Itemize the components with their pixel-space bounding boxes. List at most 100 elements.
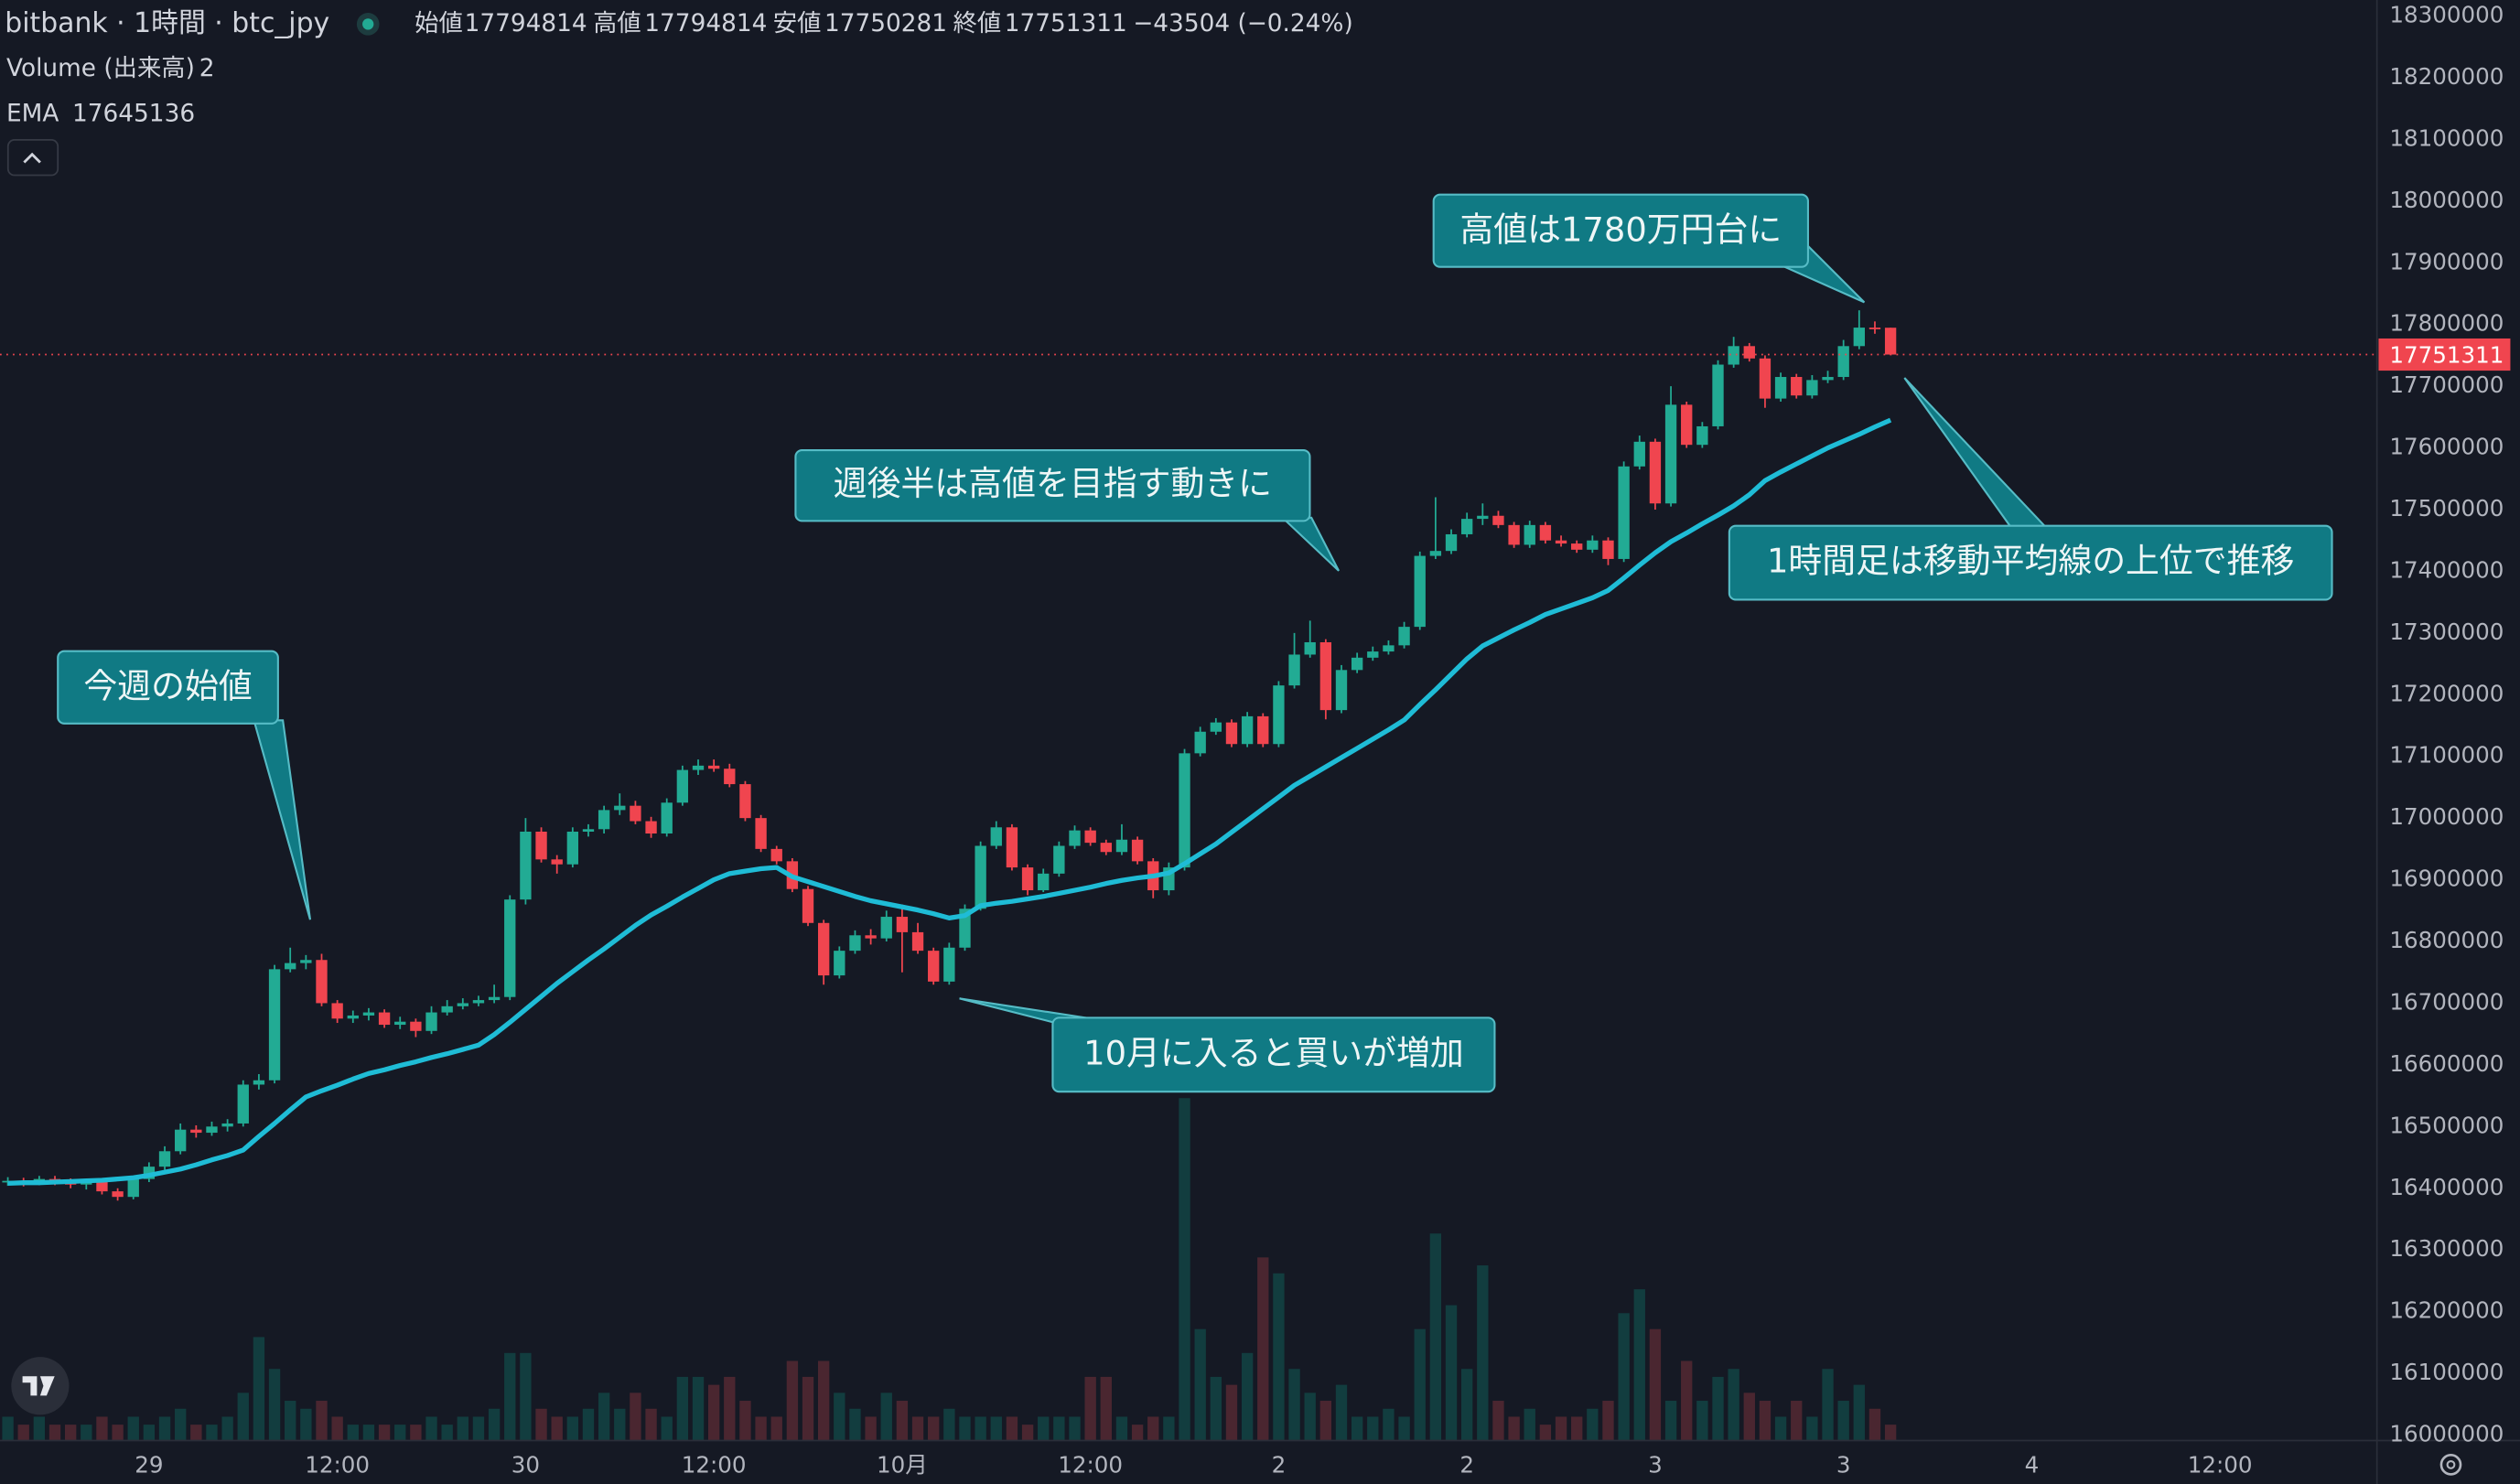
volume-bar bbox=[394, 1425, 406, 1441]
volume-bar bbox=[378, 1425, 391, 1441]
volume-value: 2 bbox=[199, 55, 215, 82]
volume-bar bbox=[834, 1393, 845, 1441]
candle-body bbox=[1508, 524, 1520, 545]
candle-body bbox=[457, 1003, 468, 1006]
settings-icon[interactable] bbox=[2439, 1454, 2462, 1476]
x-tick-label: 4 bbox=[2025, 1452, 2040, 1479]
close-label: 終値 bbox=[953, 10, 1002, 38]
callout-box bbox=[1432, 193, 1809, 268]
y-tick-label: 16900000 bbox=[2389, 866, 2504, 892]
y-tick-label: 17000000 bbox=[2389, 803, 2504, 830]
candle-body bbox=[1791, 377, 1803, 396]
volume-bar bbox=[143, 1425, 156, 1441]
volume-bar bbox=[928, 1416, 940, 1441]
candle-body bbox=[175, 1129, 187, 1152]
volume-bar bbox=[676, 1376, 689, 1441]
candle-body bbox=[911, 931, 924, 952]
candle-body bbox=[410, 1021, 422, 1031]
collapse-button-frame[interactable] bbox=[6, 139, 59, 177]
candle-body bbox=[676, 769, 689, 803]
volume-bar bbox=[1147, 1416, 1159, 1441]
candle-body bbox=[1884, 328, 1897, 355]
collapse-icon[interactable] bbox=[23, 152, 41, 164]
time-axis: 29 12:00 30 12:00 10月 12:00 2 2 3 3 4 12:00 bbox=[135, 1452, 2252, 1479]
candle-body bbox=[1728, 346, 1739, 365]
callout-text: 10月に入ると買いが増加 bbox=[1083, 1033, 1464, 1072]
volume-bar bbox=[81, 1425, 92, 1441]
candle-body bbox=[582, 829, 595, 832]
settings-icon-core[interactable] bbox=[2446, 1459, 2456, 1469]
volume-bar bbox=[331, 1416, 343, 1441]
volume-bar bbox=[17, 1425, 29, 1441]
y-tick-label: 16600000 bbox=[2389, 1050, 2504, 1077]
candle-body bbox=[96, 1182, 108, 1192]
ema-line bbox=[7, 417, 1892, 1186]
volume-bar bbox=[566, 1416, 579, 1441]
candle-body bbox=[268, 969, 281, 1081]
volume-bar bbox=[943, 1408, 955, 1441]
candle-body bbox=[347, 1015, 359, 1019]
candle-body bbox=[300, 960, 312, 963]
callout-text: 高値は1780万円台に bbox=[1459, 210, 1782, 250]
settings-button[interactable] bbox=[2439, 1454, 2462, 1476]
candle-body bbox=[221, 1123, 233, 1127]
tradingview-logo[interactable] bbox=[11, 1357, 70, 1415]
volume-bar bbox=[1633, 1289, 1645, 1441]
volume-bar bbox=[1179, 1098, 1190, 1441]
status-dot bbox=[362, 18, 374, 30]
volume-bar bbox=[504, 1352, 516, 1441]
candle-body bbox=[362, 1012, 375, 1016]
candle-body bbox=[1100, 843, 1112, 853]
candle-body bbox=[1868, 328, 1881, 329]
y-tick-label: 16800000 bbox=[2389, 927, 2504, 953]
candle-body bbox=[1179, 753, 1190, 868]
volume-bar bbox=[692, 1376, 705, 1441]
volume-bar bbox=[1477, 1265, 1489, 1441]
volume-bar bbox=[1712, 1376, 1724, 1441]
y-tick-label: 16400000 bbox=[2389, 1174, 2504, 1200]
volume-bar bbox=[253, 1337, 265, 1441]
y-tick-label: 16700000 bbox=[2389, 988, 2504, 1015]
volume-bar bbox=[1053, 1416, 1065, 1441]
candle-body bbox=[1696, 425, 1708, 446]
candle-body bbox=[645, 821, 657, 834]
candle-body bbox=[1398, 627, 1410, 646]
volume-bar bbox=[1492, 1401, 1504, 1441]
volume-bar bbox=[488, 1408, 501, 1441]
volume-bar bbox=[1853, 1384, 1865, 1441]
candle-body bbox=[1837, 346, 1849, 378]
candle-body bbox=[707, 765, 720, 769]
y-tick-label: 17300000 bbox=[2389, 618, 2504, 645]
candle-body bbox=[1806, 380, 1818, 396]
volume-bar bbox=[1664, 1401, 1677, 1441]
candle-body bbox=[598, 810, 610, 830]
volume-bar bbox=[896, 1401, 909, 1441]
collapse-button[interactable] bbox=[6, 139, 59, 177]
volume-bar bbox=[190, 1425, 202, 1441]
candle-body bbox=[990, 827, 1002, 846]
callout-box bbox=[1051, 1016, 1496, 1093]
volume-bar bbox=[1414, 1328, 1426, 1441]
x-tick-label: 12:00 bbox=[2188, 1452, 2253, 1479]
candle-body bbox=[1853, 328, 1865, 347]
volume-bar bbox=[1194, 1328, 1206, 1441]
candle-body bbox=[975, 845, 986, 909]
volume-bar bbox=[1445, 1305, 1458, 1441]
close-value: 17751311 bbox=[1005, 10, 1127, 38]
y-tick-label: 16100000 bbox=[2389, 1359, 2504, 1385]
x-tick-label: 29 bbox=[135, 1452, 163, 1479]
y-tick-label: 17100000 bbox=[2389, 742, 2504, 769]
volume-bar bbox=[1273, 1273, 1285, 1441]
candle-body bbox=[834, 951, 845, 976]
candle-body bbox=[1273, 685, 1285, 745]
volume-bar bbox=[1602, 1401, 1614, 1441]
callout: 1時間足は移動平均線の上位で推移 bbox=[1728, 377, 2333, 601]
callout-box bbox=[57, 650, 279, 725]
volume-label: Volume (出来高) bbox=[6, 55, 195, 82]
candle-body bbox=[488, 996, 501, 1001]
volume-bar bbox=[175, 1408, 187, 1441]
logo-badge[interactable] bbox=[11, 1357, 70, 1415]
volume-bar bbox=[237, 1393, 249, 1441]
volume-bar bbox=[1006, 1416, 1018, 1441]
